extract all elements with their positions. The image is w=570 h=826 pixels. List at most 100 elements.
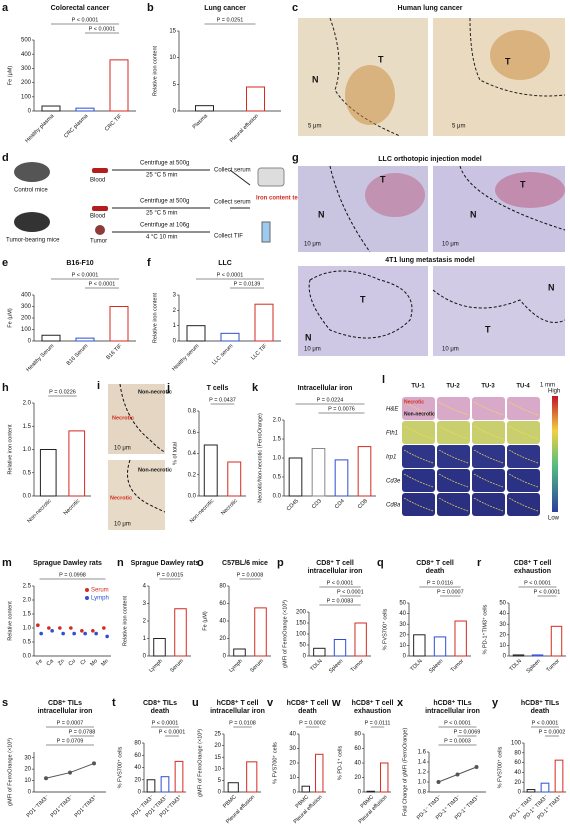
boundary [438, 401, 469, 416]
y-tick-label: 20 [354, 775, 361, 781]
x-tick-label: LLC serum [211, 343, 235, 367]
bar [333, 639, 347, 657]
y-axis-label: % PD-1⁺ cells [336, 746, 343, 781]
y-tick-label: 2.0 [273, 418, 282, 424]
x-tick-label: Mn [100, 658, 110, 668]
y-tick-label: 200 [21, 316, 32, 322]
y-axis-label: Fold Change of gMFI (FerroOrange) [402, 728, 408, 817]
point [39, 631, 43, 636]
step-label: 25 °C 5 min [146, 173, 177, 179]
y-tick-label: 30 [289, 746, 296, 752]
region-label: Necrotic [112, 415, 134, 421]
y-tick-label: 100 [21, 94, 32, 100]
bar [195, 105, 214, 112]
x-tick-label: Lymph [228, 658, 244, 674]
bar [186, 325, 206, 342]
y-tick-label: 2 [143, 619, 147, 625]
panel-letter: o [197, 557, 204, 569]
bar [380, 762, 389, 793]
bar [526, 789, 536, 793]
spatial-map [437, 493, 470, 516]
bar [554, 759, 564, 793]
x-tick-label: Necrotic [220, 498, 239, 517]
boundary [403, 473, 434, 488]
region-label: Necrotic [404, 399, 424, 405]
x-tick-label: Fe [35, 658, 44, 667]
bar [357, 446, 372, 497]
legend-marker [85, 596, 89, 600]
panel-letter: i [97, 380, 100, 392]
y-tick-label: 2.0 [23, 401, 32, 407]
boundary [508, 401, 539, 416]
boundary [127, 459, 166, 513]
spatial-map [507, 493, 540, 516]
y-tick-label: 10 [214, 766, 221, 772]
scale-label: 1 mm [540, 383, 555, 389]
y-axis-label: Relative iron content [122, 595, 128, 646]
boundary [508, 473, 539, 488]
y-tick-label: 0 [403, 654, 407, 660]
y-tick-label: 200 [21, 80, 32, 86]
bar [512, 654, 525, 657]
bar [288, 457, 303, 497]
y-tick-label: 0.4 [188, 451, 197, 457]
bar [146, 779, 156, 793]
chart-title: CD8⁺ TILs [143, 700, 177, 707]
y-tick-label: 20 [24, 767, 31, 773]
y-tick-label: 1.5 [273, 437, 282, 443]
bar [334, 459, 349, 497]
region-label: N [312, 74, 319, 84]
x-tick-label: Spleen [428, 658, 444, 674]
y-tick-label: 100 [511, 741, 522, 747]
panel-letter: x [397, 697, 404, 709]
y-tick-label: 0.0 [188, 494, 197, 500]
y-tick-label: 0 [218, 790, 222, 796]
y-tick-label: 60 [219, 601, 226, 607]
x-tick-label: Mo [89, 658, 99, 668]
x-tick-label: Pleural effusion [229, 113, 260, 144]
bar [313, 647, 326, 657]
y-axis-label: % FVS700⁺ cells [271, 742, 278, 784]
y-tick-label: 10 [499, 643, 506, 649]
bar [454, 620, 467, 657]
boundary [308, 270, 413, 339]
scale-label: 5 μm [452, 124, 465, 130]
y-tick-label: 10 [289, 775, 296, 781]
panel-title: Human lung cancer [398, 5, 463, 12]
y-tick-label: 400 [21, 52, 32, 58]
scale-label: 10 μm [114, 446, 131, 452]
stain [490, 30, 550, 80]
p-value: P = 0.0015 [157, 572, 184, 578]
point [455, 772, 460, 777]
step-label: Collect TIF [214, 234, 243, 240]
point [44, 776, 48, 781]
chart-title: death [298, 708, 317, 715]
p-value: P = 0.0709 [57, 738, 84, 744]
point [68, 770, 72, 775]
bar [75, 107, 95, 112]
panel-letter: g [292, 152, 299, 164]
chart-title: hCD8⁺ TILs [433, 700, 471, 707]
y-tick-label: 1.5 [23, 612, 32, 618]
test-label: Iron content test [256, 196, 303, 202]
y-tick-label: 50 [399, 601, 406, 607]
bar [174, 760, 184, 793]
boundary [508, 449, 539, 464]
panel-letter: d [2, 152, 9, 164]
chart-title: B16-F10 [66, 260, 93, 267]
y-tick-label: 2.5 [23, 584, 32, 590]
region-label: N [318, 209, 325, 219]
p-value: P < 0.0001 [152, 720, 179, 726]
y-tick-label: 1.0 [273, 456, 282, 462]
boundary [119, 383, 166, 453]
x-tick-label: CRC plasma [63, 113, 90, 140]
spatial-map [472, 493, 505, 516]
chart-title: CD8⁺ T cell [514, 560, 552, 567]
y-tick-label: 30 [24, 755, 31, 761]
stain [495, 172, 565, 208]
point [47, 626, 51, 630]
boundary [473, 473, 504, 488]
p-value: P = 0.0111 [365, 720, 391, 726]
spatial-map [402, 493, 435, 516]
y-tick-label: 0.6 [188, 430, 197, 436]
